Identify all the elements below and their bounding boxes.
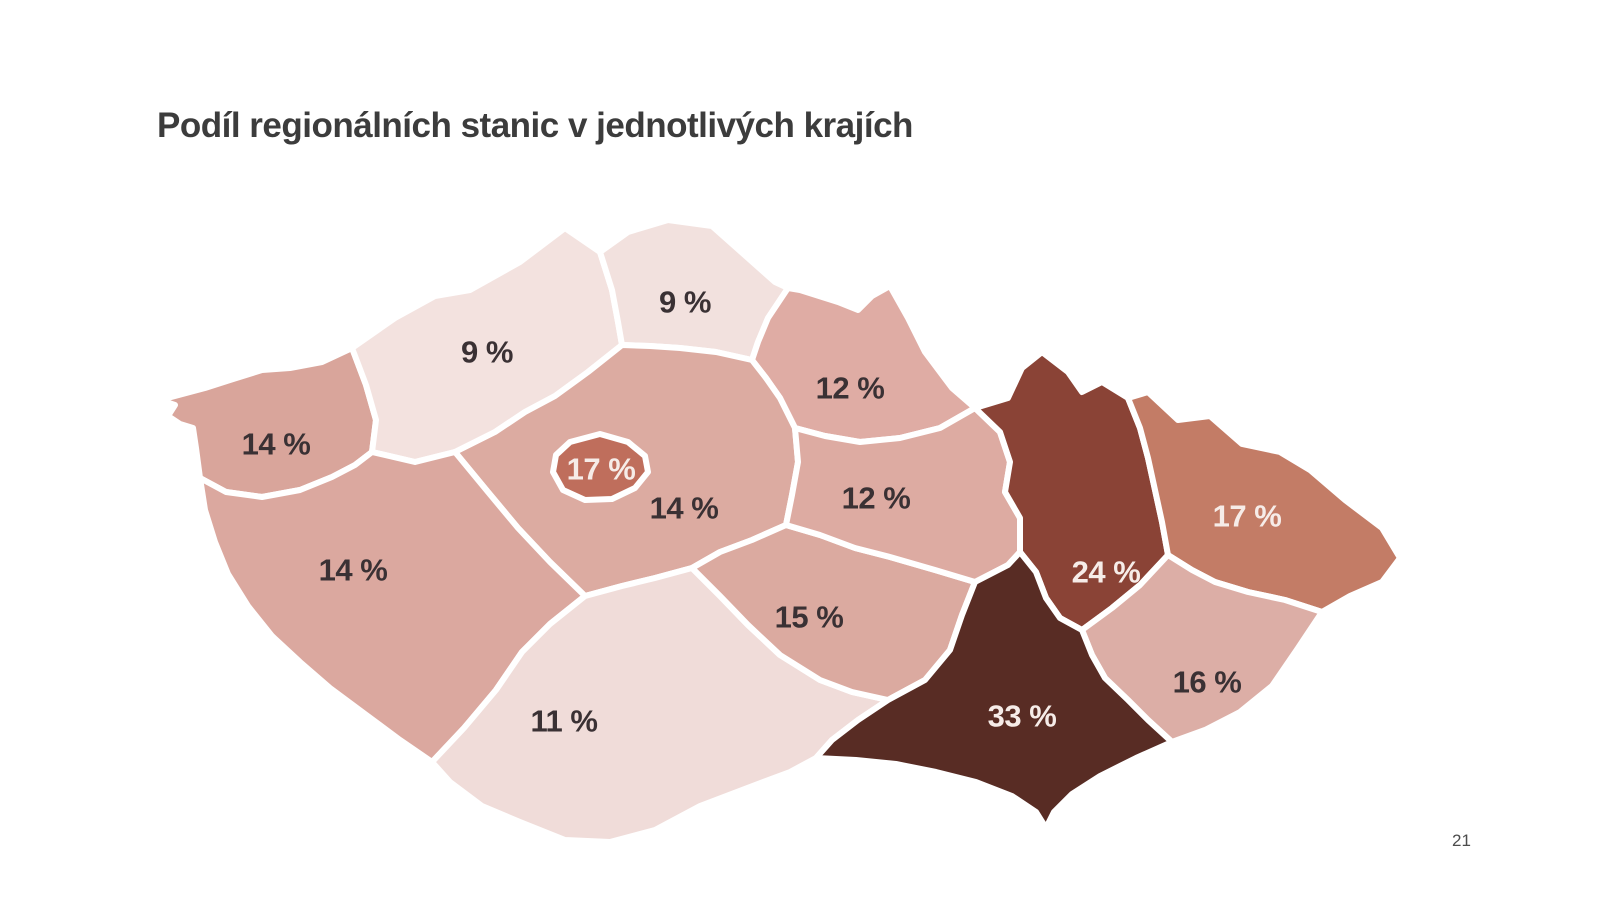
- region-label-liberecky: 9 %: [659, 285, 711, 320]
- page-number: 21: [1452, 831, 1471, 850]
- region-label-zlinsky: 16 %: [1173, 665, 1242, 700]
- region-label-kralovehradecky: 12 %: [816, 371, 885, 406]
- region-label-stredocesky: 14 %: [650, 491, 719, 526]
- region-label-jihocesky: 11 %: [531, 704, 598, 739]
- region-moravskoslezsky: [1125, 389, 1403, 615]
- region-label-moravskoslezsky: 17 %: [1213, 499, 1282, 534]
- region-label-pardubicky: 12 %: [842, 481, 911, 516]
- page-title: Podíl regionálních stanic v jednotlivých…: [157, 106, 913, 145]
- region-label-plzensky: 14 %: [319, 553, 388, 588]
- region-jihomoravsky: [813, 549, 1175, 831]
- region-label-karlovarsky: 14 %: [242, 427, 311, 462]
- region-label-jihomoravsky: 33 %: [988, 699, 1057, 734]
- region-label-ustecky: 9 %: [461, 335, 513, 370]
- region-label-olomoucky: 24 %: [1072, 555, 1141, 590]
- region-praha: [550, 431, 651, 503]
- region-label-praha: 17 %: [567, 452, 636, 487]
- region-label-vysocina: 15 %: [775, 600, 844, 635]
